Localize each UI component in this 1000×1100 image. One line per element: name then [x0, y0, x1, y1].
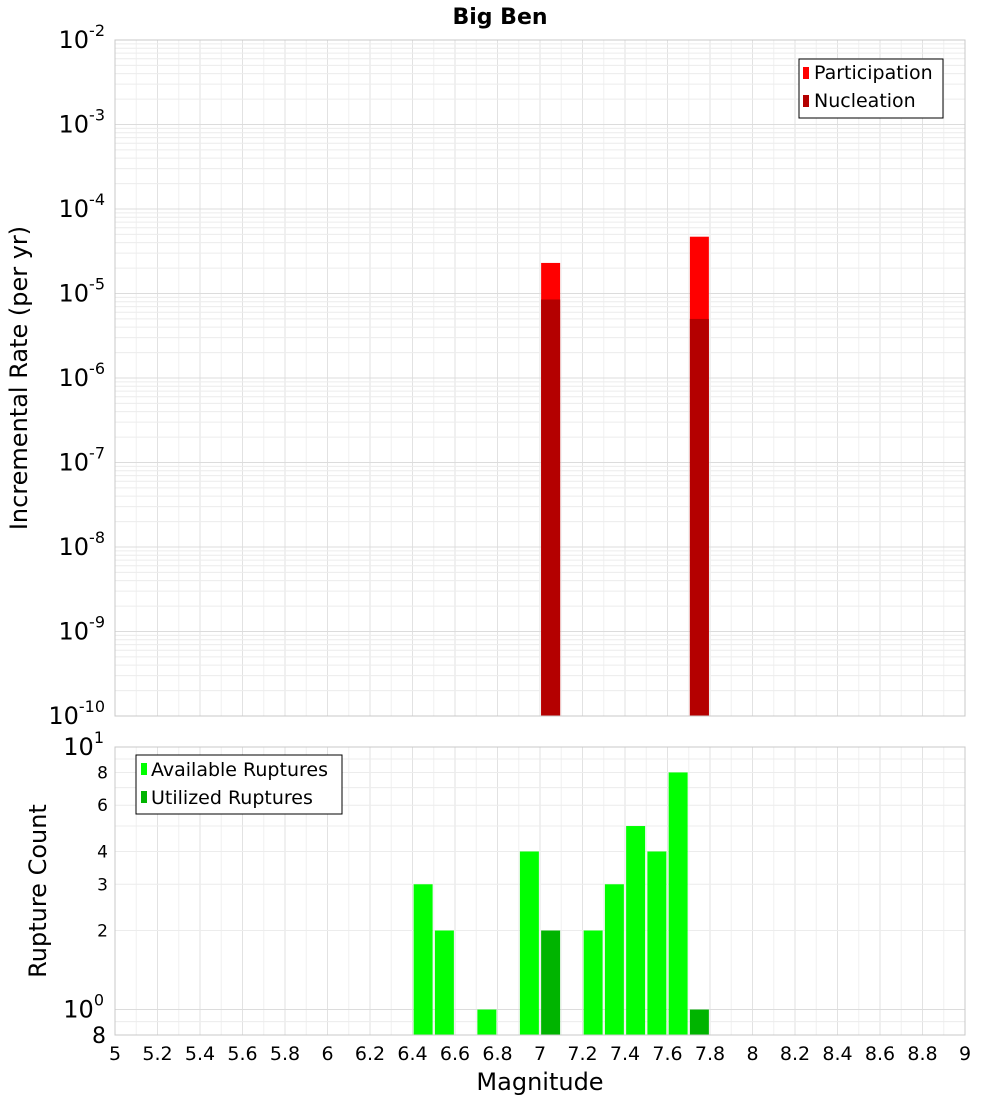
rate-y-axis-label: Incremental Rate (per yr)	[5, 226, 33, 530]
legend-swatch-available	[141, 763, 147, 775]
count-available-ruptures-bar-8	[668, 772, 688, 1035]
x-tick-label-0: 5	[109, 1043, 121, 1065]
legend-label-nucleation: Nucleation	[814, 90, 916, 112]
legend-swatch-utilized	[141, 791, 147, 803]
rate-bars	[541, 236, 709, 716]
x-tick-label-5: 6	[321, 1043, 333, 1065]
chart-title: Big Ben	[452, 5, 547, 30]
x-tick-label-12: 7.4	[610, 1043, 640, 1065]
rate-y-tick-label-6: 10-4	[59, 190, 106, 223]
x-tick-label-6: 6.2	[355, 1043, 385, 1065]
count-legend: Available Ruptures Utilized Ruptures	[135, 754, 343, 815]
count-y-tick-label-0: 8	[92, 1024, 106, 1049]
rate-legend: Participation Nucleation	[798, 58, 944, 119]
x-tick-label-17: 8.4	[822, 1043, 852, 1065]
count-y-tick-label-6: 8	[97, 763, 108, 783]
x-tick-label-1: 5.2	[142, 1043, 172, 1065]
count-y-tick-label-4: 4	[97, 842, 108, 862]
count-bars	[413, 772, 709, 1035]
legend-label-participation: Participation	[814, 62, 933, 84]
count-y-tick-label-5: 6	[97, 796, 108, 816]
rate-y-tick-label-5: 10-5	[59, 275, 106, 308]
x-tick-label-16: 8.2	[780, 1043, 810, 1065]
count-available-ruptures-bar-7	[647, 851, 667, 1035]
rate-y-tick-label-7: 10-3	[59, 106, 106, 139]
legend-label-utilized: Utilized Ruptures	[151, 787, 313, 809]
rate-plot-border	[114, 39, 966, 717]
x-axis-label: Magnitude	[476, 1068, 603, 1096]
count-available-ruptures-bar-1	[434, 930, 454, 1035]
x-tick-label-4: 5.8	[270, 1043, 300, 1065]
count-utilized-ruptures-bar-0	[541, 930, 561, 1035]
x-tick-label-15: 8	[746, 1043, 758, 1065]
count-y-tick-label-2: 2	[97, 922, 108, 942]
count-legend-box	[135, 754, 343, 815]
x-tick-label-20: 9	[959, 1043, 971, 1065]
count-available-ruptures-bar-5	[604, 884, 624, 1035]
x-tick-label-10: 7	[534, 1043, 546, 1065]
rate-plot: 10-10 10-9 10-8 10-7 10-6 10-5 10-4 10-3 10-2 In…	[5, 21, 966, 730]
legend-label-available: Available Ruptures	[151, 759, 328, 781]
x-tick-label-8: 6.6	[440, 1043, 470, 1065]
count-y-tick-label-1: 100	[63, 991, 104, 1024]
rate-y-tick-label-1: 10-9	[59, 613, 106, 646]
rate-nucleation-bar-0	[541, 299, 561, 716]
legend-swatch-participation	[803, 67, 809, 79]
count-available-ruptures-bar-6	[626, 826, 646, 1035]
count-available-ruptures-bar-0	[413, 884, 433, 1035]
rate-y-tick-label-4: 10-6	[59, 359, 106, 392]
x-tick-label-13: 7.6	[652, 1043, 682, 1065]
x-tick-label-11: 7.2	[567, 1043, 597, 1065]
x-tick-label-19: 8.8	[907, 1043, 937, 1065]
rate-nucleation-bar-1	[689, 318, 709, 716]
rate-grid	[114, 39, 966, 717]
x-tick-label-9: 6.8	[482, 1043, 512, 1065]
count-available-ruptures-bar-3	[519, 851, 539, 1035]
count-y-tick-label-3: 3	[97, 875, 108, 895]
count-available-ruptures-bar-4	[583, 930, 603, 1035]
x-tick-label-2: 5.4	[185, 1043, 215, 1065]
rate-y-tick-label-3: 10-7	[59, 444, 106, 477]
x-tick-label-18: 8.6	[865, 1043, 895, 1065]
rate-y-tick-label-0: 10-10	[48, 697, 105, 730]
count-y-axis-label: Rupture Count	[24, 804, 52, 978]
count-x-tick-labels: 5 5.2 5.4 5.6 5.8 6 6.2 6.4 6.6 6.8 7 7.2 7.4 7.6 7.8 8…	[109, 1043, 971, 1065]
x-tick-label-7: 6.4	[397, 1043, 427, 1065]
count-available-ruptures-bar-2	[477, 1009, 497, 1035]
rate-y-tick-labels: 10-10 10-9 10-8 10-7 10-6 10-5 10-4 10-3 10-2	[48, 21, 105, 730]
x-tick-label-14: 7.8	[695, 1043, 725, 1065]
x-tick-label-3: 5.6	[227, 1043, 257, 1065]
rate-y-tick-label-2: 10-8	[59, 528, 106, 561]
count-y-tick-label-7: 101	[63, 728, 104, 761]
legend-swatch-nucleation	[803, 95, 809, 107]
count-utilized-ruptures-bar-1	[689, 1009, 709, 1035]
rate-y-tick-label-8: 10-2	[59, 21, 106, 54]
rate-legend-box	[798, 58, 944, 119]
count-plot-border	[114, 746, 966, 1036]
